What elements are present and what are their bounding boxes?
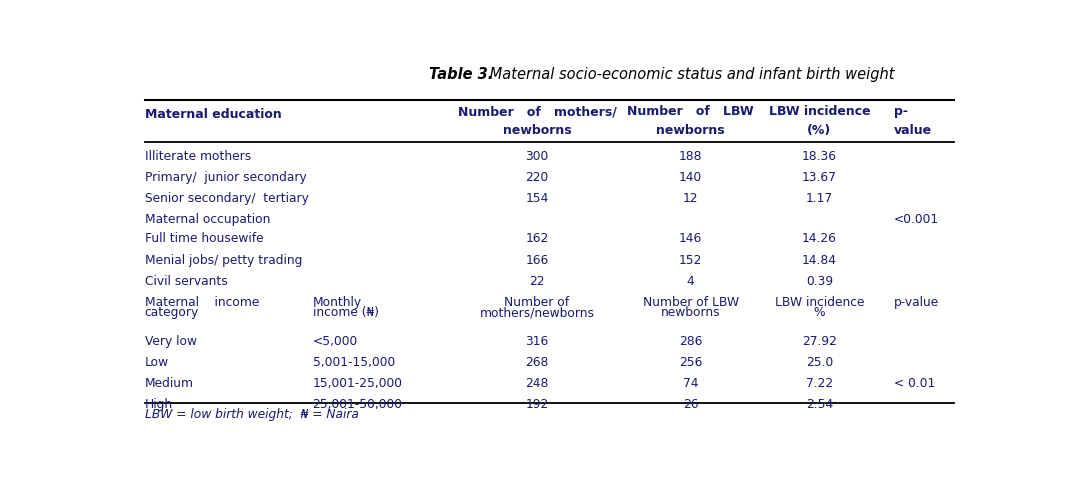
Text: 2.54: 2.54 (806, 399, 833, 411)
Text: Senior secondary/  tertiary: Senior secondary/ tertiary (145, 192, 309, 205)
Text: 256: 256 (679, 356, 702, 369)
Text: Number of: Number of (504, 296, 569, 309)
Text: 4: 4 (687, 275, 695, 288)
Text: 166: 166 (525, 254, 549, 267)
Text: 152: 152 (679, 254, 702, 267)
Text: 18.36: 18.36 (802, 150, 837, 163)
Text: Maternal socio-economic status and infant birth weight: Maternal socio-economic status and infan… (486, 67, 895, 82)
Text: Full time housewife: Full time housewife (145, 232, 264, 246)
Text: 22: 22 (530, 275, 545, 288)
Text: 300: 300 (525, 150, 549, 163)
Text: 188: 188 (679, 150, 702, 163)
Text: Number   of   LBW: Number of LBW (627, 105, 754, 118)
Text: 316: 316 (525, 335, 549, 348)
Text: Very low: Very low (145, 335, 197, 348)
Text: Monthly: Monthly (313, 296, 361, 309)
Text: 162: 162 (525, 232, 549, 246)
Text: Number of LBW: Number of LBW (642, 296, 739, 309)
Text: Maternal    income: Maternal income (145, 296, 259, 309)
Text: 154: 154 (525, 192, 549, 205)
Text: LBW incidence: LBW incidence (775, 296, 864, 309)
Text: newborns: newborns (660, 306, 720, 319)
Text: 140: 140 (679, 171, 702, 184)
Text: Menial jobs/ petty trading: Menial jobs/ petty trading (145, 254, 302, 267)
Text: 248: 248 (525, 377, 549, 390)
Text: 192: 192 (525, 399, 549, 411)
Text: 15,001-25,000: 15,001-25,000 (313, 377, 403, 390)
Text: Low: Low (145, 356, 169, 369)
Text: category: category (145, 306, 199, 319)
Text: p-value: p-value (894, 296, 939, 309)
Text: p-: p- (894, 105, 908, 118)
Text: <5,000: <5,000 (313, 335, 358, 348)
Text: value: value (894, 124, 933, 137)
Text: Table 3.: Table 3. (429, 67, 493, 82)
Text: 25.0: 25.0 (806, 356, 833, 369)
Text: 14.84: 14.84 (802, 254, 837, 267)
Text: Maternal education: Maternal education (145, 108, 282, 121)
Text: Civil servants: Civil servants (145, 275, 227, 288)
Text: 14.26: 14.26 (802, 232, 837, 246)
Text: 26: 26 (683, 399, 698, 411)
Text: income (₦): income (₦) (313, 306, 378, 319)
Text: newborns: newborns (656, 124, 725, 137)
Text: 12: 12 (683, 192, 698, 205)
Text: 0.39: 0.39 (806, 275, 833, 288)
Text: 268: 268 (525, 356, 549, 369)
Text: 146: 146 (679, 232, 702, 246)
Text: 286: 286 (679, 335, 702, 348)
Text: 1.17: 1.17 (806, 192, 833, 205)
Text: %: % (814, 306, 825, 319)
Text: 27.92: 27.92 (802, 335, 837, 348)
Text: 5,001-15,000: 5,001-15,000 (313, 356, 394, 369)
Text: Medium: Medium (145, 377, 194, 390)
Text: High: High (145, 399, 173, 411)
Text: <0.001: <0.001 (894, 213, 939, 226)
Text: 13.67: 13.67 (802, 171, 837, 184)
Text: < 0.01: < 0.01 (894, 377, 936, 390)
Text: LBW incidence: LBW incidence (769, 105, 870, 118)
Text: Number   of   mothers/: Number of mothers/ (458, 105, 616, 118)
Text: mothers/newborns: mothers/newborns (479, 306, 595, 319)
Text: 7.22: 7.22 (806, 377, 833, 390)
Text: LBW = low birth weight;  ₦ = Naira: LBW = low birth weight; ₦ = Naira (145, 408, 359, 421)
Text: Primary/  junior secondary: Primary/ junior secondary (145, 171, 307, 184)
Text: 25,001-50,000: 25,001-50,000 (313, 399, 403, 411)
Text: newborns: newborns (503, 124, 571, 137)
Text: 74: 74 (683, 377, 698, 390)
Text: 220: 220 (525, 171, 549, 184)
Text: Maternal occupation: Maternal occupation (145, 213, 270, 226)
Text: Illiterate mothers: Illiterate mothers (145, 150, 251, 163)
Text: (%): (%) (807, 124, 832, 137)
